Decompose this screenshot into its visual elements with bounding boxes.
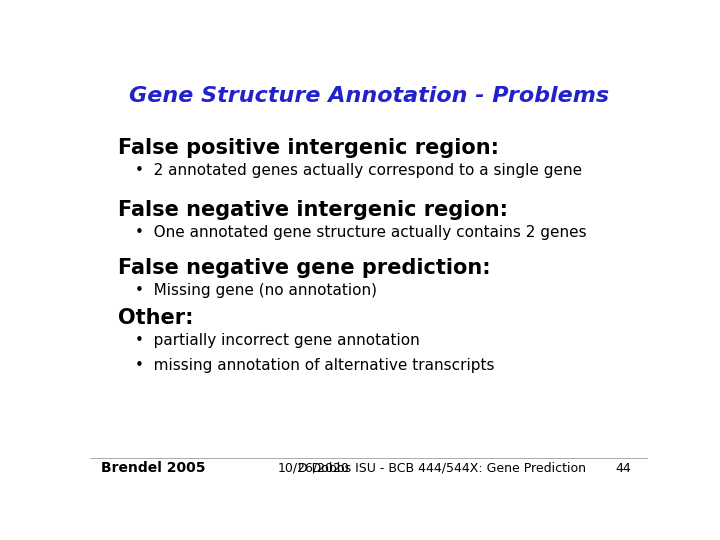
Text: •  2 annotated genes actually correspond to a single gene: • 2 annotated genes actually correspond … bbox=[135, 163, 582, 178]
Text: False negative intergenic region:: False negative intergenic region: bbox=[118, 200, 508, 220]
Text: Other:: Other: bbox=[118, 308, 194, 328]
Text: 44: 44 bbox=[616, 462, 631, 475]
Text: •  One annotated gene structure actually contains 2 genes: • One annotated gene structure actually … bbox=[135, 225, 586, 240]
Text: D Dobbs ISU - BCB 444/544X: Gene Prediction: D Dobbs ISU - BCB 444/544X: Gene Predict… bbox=[297, 462, 585, 475]
Text: False positive intergenic region:: False positive intergenic region: bbox=[118, 138, 499, 158]
Text: •  missing annotation of alternative transcripts: • missing annotation of alternative tran… bbox=[135, 358, 494, 373]
Text: Brendel 2005: Brendel 2005 bbox=[101, 461, 206, 475]
Text: Gene Structure Annotation - Problems: Gene Structure Annotation - Problems bbox=[129, 85, 609, 106]
Text: False negative gene prediction:: False negative gene prediction: bbox=[118, 258, 490, 278]
Text: •  partially incorrect gene annotation: • partially incorrect gene annotation bbox=[135, 333, 419, 348]
Text: •  Missing gene (no annotation): • Missing gene (no annotation) bbox=[135, 283, 377, 298]
Text: 10/26/2020: 10/26/2020 bbox=[277, 462, 349, 475]
